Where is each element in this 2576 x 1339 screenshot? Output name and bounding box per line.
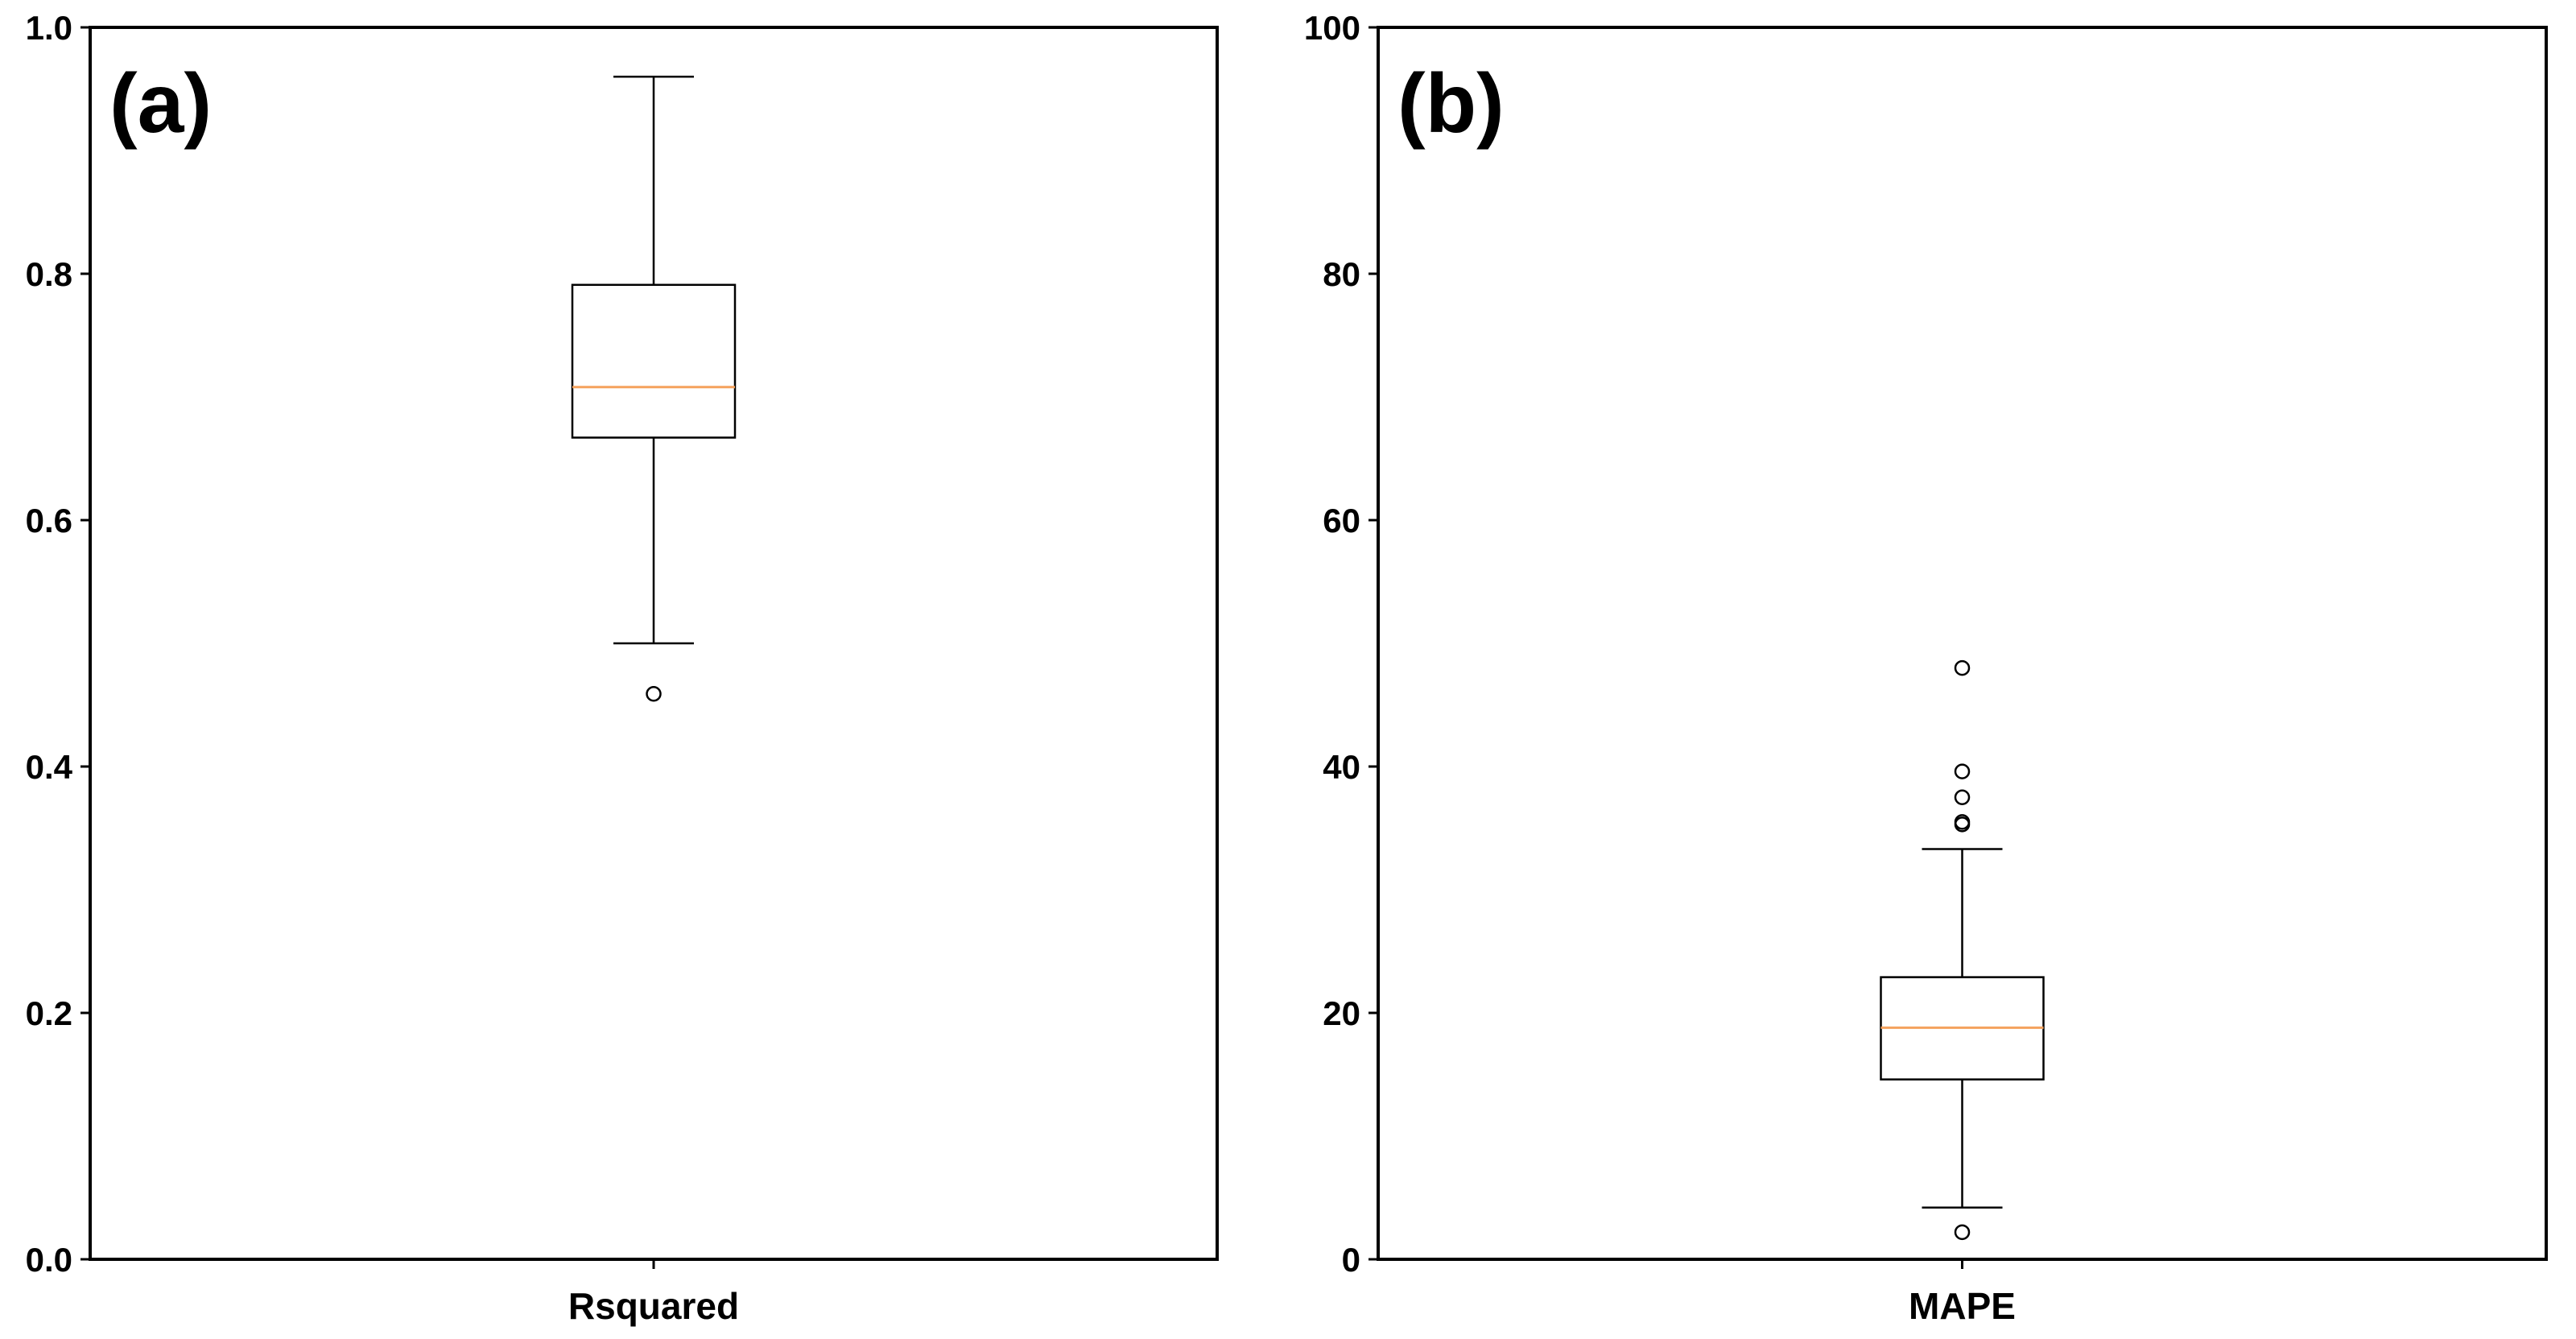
outlier-point	[1954, 659, 1971, 676]
panel-b: 0 20 40 60 80 100 MAPE (b)	[1304, 9, 2548, 1327]
y-tick-label: 0.4	[26, 748, 73, 786]
y-tick-label: 40	[1323, 748, 1360, 786]
y-tick-label: 1.0	[26, 9, 72, 47]
outlier-point	[1954, 1224, 1971, 1241]
y-tick-label: 100	[1304, 9, 1360, 47]
outlier-point	[1954, 814, 1971, 830]
y-tick-label: 0.2	[26, 994, 72, 1032]
y-tick-label: 80	[1323, 255, 1360, 293]
x-axis-label: Rsquared	[568, 1285, 739, 1327]
y-tick-label: 20	[1323, 994, 1360, 1032]
axes-frame	[1377, 26, 2548, 1261]
panel-label: (b)	[1397, 57, 1505, 151]
iqr-box	[571, 283, 737, 439]
y-tick-label: 60	[1323, 502, 1360, 539]
panel-label: (a)	[109, 57, 212, 151]
y-tick-label: 0.8	[26, 255, 72, 293]
outlier-point	[1954, 763, 1971, 779]
y-tick-label: 0.6	[26, 502, 72, 539]
panel-a: 0.0 0.2 0.4 0.6 0.8 1.0 Rsquared (a)	[26, 9, 1219, 1327]
outlier-point	[1954, 789, 1971, 805]
outlier-point	[646, 685, 662, 702]
y-tick-label: 0.0	[26, 1241, 72, 1279]
y-tick-label: 0	[1342, 1241, 1360, 1279]
x-axis-label: MAPE	[1909, 1285, 2016, 1327]
